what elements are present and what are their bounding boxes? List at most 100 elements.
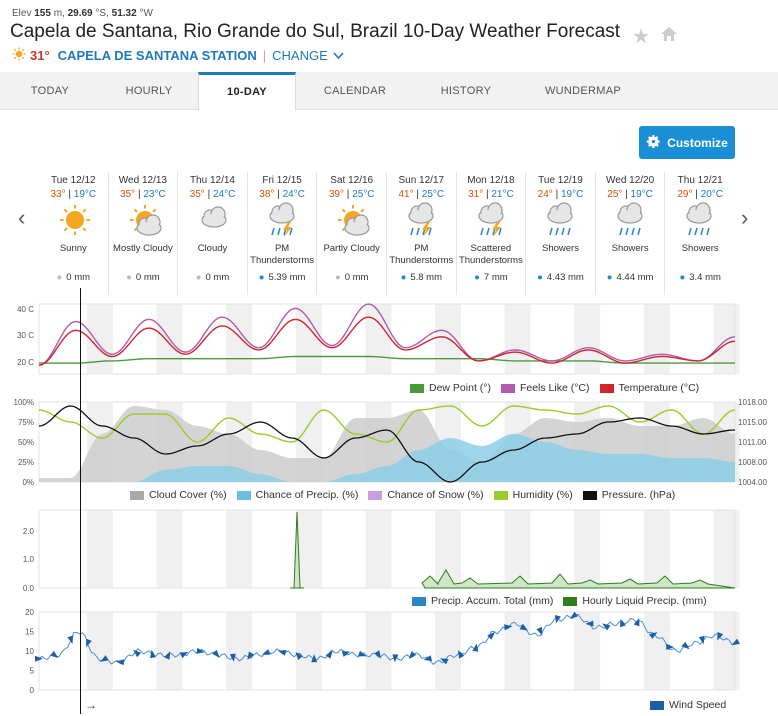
wind-direction-arrow: [67, 635, 74, 645]
hi-lo-separator: |: [555, 189, 559, 200]
day-card[interactable]: Wed 12/20 25° | 19°C Showers ● 4.44 mm: [596, 172, 666, 295]
axis-tick-label: 20 C: [17, 358, 34, 367]
wind-direction-arrow: [50, 650, 59, 659]
wind-direction-arrow: [519, 623, 529, 631]
day-name: Thu 12/14: [189, 175, 235, 186]
next-arrow-icon[interactable]: ›: [741, 205, 749, 230]
day-low: 19°C: [73, 189, 97, 200]
day-condition: Showers: [681, 243, 719, 254]
raindrop-icon: ●: [537, 272, 543, 283]
night-band: [574, 304, 601, 374]
day-low: 20°C: [700, 189, 723, 200]
precip-legend: Precip. Accum. Total (mm) Hourly Liquid …: [402, 595, 707, 607]
day-card[interactable]: Tue 12/12 33° | 19°C Sunny ● 0 mm: [39, 172, 109, 295]
hi-lo-separator: |: [625, 189, 628, 200]
weather-rain-icon: [617, 202, 643, 236]
weather-storm-icon: [408, 202, 434, 237]
chevron-down-icon[interactable]: [333, 48, 344, 63]
tab-today[interactable]: Today: [30, 85, 70, 97]
legend-swatch: [236, 490, 251, 500]
weather-partly-icon: [129, 205, 162, 236]
day-name: Sat 12/16: [330, 175, 374, 186]
day-card[interactable]: Thu 12/21 29° | 20°C Showers ● 3.4 mm: [665, 172, 735, 295]
tab-calendar[interactable]: Calendar: [323, 85, 387, 97]
temperature-chart: 40 C 30 C 20 C: [17, 303, 740, 375]
wind-direction-arrow: [457, 650, 465, 659]
day-card[interactable]: Mon 12/18 31° | 21°C Scattered Thunderstor…: [457, 172, 527, 295]
hi-lo-separator: |: [695, 189, 698, 200]
day-precip: ● 4.43 mm: [526, 272, 595, 283]
axis-tick-label: 75%: [18, 418, 34, 427]
day-name: Fri 12/15: [262, 175, 302, 186]
series-line: [38, 303, 736, 366]
night-band: [435, 612, 461, 690]
night-band: [295, 510, 322, 588]
day-card[interactable]: Sat 12/16 39° | 25°C Partly Cloudy ● 0 mm: [317, 172, 387, 295]
customize-label: Customize: [667, 135, 728, 150]
day-hi-lo: 35° | 24°C: [178, 189, 247, 200]
customize-button[interactable]: Customize: [639, 126, 735, 159]
legend-label: Cloud Cover (%): [149, 489, 227, 501]
tab-wundermap[interactable]: Wundermap: [544, 85, 622, 97]
day-low: 25°C: [352, 189, 375, 200]
wind-direction-arrow: [100, 655, 109, 662]
temperature-legend: Dew Point (°) Feels Like (°C) Temperatur…: [400, 382, 699, 394]
hourly-precip-spike: [290, 511, 304, 589]
day-name: Tue 12/19: [538, 175, 583, 186]
wind-direction-arrow: [585, 620, 594, 627]
hourly-precip-area: [421, 569, 736, 589]
legend-swatch: [582, 490, 597, 500]
wind-direction-arrow: [35, 655, 43, 662]
day-hi-lo: 38° | 24°C: [248, 189, 317, 200]
day-precip-value: 3.4 mm: [689, 272, 721, 283]
favorite-star-icon[interactable]: ★: [632, 26, 650, 48]
plot-frame: [38, 611, 736, 691]
night-band: [87, 612, 113, 690]
day-precip-value: 0 mm: [205, 272, 230, 283]
day-card[interactable]: Thu 12/14 35° | 24°C Cloudy ● 0 mm: [178, 172, 248, 295]
tab-hourly[interactable]: Hourly: [125, 85, 173, 97]
day-high: 35°: [189, 189, 205, 200]
tab-10-day[interactable]: 10-Day: [198, 72, 296, 111]
raindrop-icon: ●: [400, 272, 407, 283]
previous-arrow-icon[interactable]: ‹: [18, 205, 26, 230]
wind-direction-arrow: [681, 641, 690, 650]
night-band: [504, 304, 531, 374]
day-condition: Mostly Cloudy: [113, 243, 173, 254]
station-link[interactable]: Capela de Santana Station: [57, 48, 257, 63]
change-station-button[interactable]: Change: [272, 48, 328, 63]
night-band: [643, 304, 670, 374]
day-condition: PM Thunderstorms: [389, 243, 454, 266]
day-name: Sun 12/17: [398, 175, 445, 186]
weather-sun-icon: [60, 205, 90, 235]
axis-tick-label: 1011.00: [738, 438, 767, 447]
day-hi-lo: 41° | 25°C: [387, 189, 456, 200]
hi-lo-separator: |: [277, 189, 280, 200]
day-hi-lo: 24° | 19°C: [526, 189, 595, 200]
day-precip-value: 4.43 mm: [546, 272, 584, 283]
wind-direction-arrow: [620, 618, 626, 628]
legend-swatch: [412, 596, 426, 606]
hi-lo-separator: |: [346, 189, 350, 200]
day-card[interactable]: Tue 12/19 24° | 19°C Showers ● 4.43 mm: [526, 172, 596, 295]
day-card[interactable]: Sun 12/17 41° | 25°C PM Thunderstorms ● 5.8 …: [387, 172, 457, 295]
day-condition: Sunny: [59, 243, 87, 254]
day-precip: ● 0 mm: [178, 272, 247, 283]
home-icon[interactable]: [660, 26, 678, 47]
raindrop-icon: ●: [679, 272, 686, 283]
day-condition: Partly Cloudy: [323, 243, 380, 254]
day-precip: ● 0 mm: [39, 272, 108, 283]
plot-frame: [38, 303, 736, 375]
day-card[interactable]: Fri 12/15 38° | 24°C PM Thunderstorms ● 5.39…: [248, 172, 318, 295]
day-precip: ● 4.44 mm: [596, 272, 665, 283]
day-card[interactable]: Wed 12/13 35° | 23°C Mostly Cloudy ● 0 mm: [109, 172, 179, 295]
wind-direction-arrow: [179, 651, 189, 659]
day-hi-lo: 25° | 19°C: [596, 189, 665, 200]
tab-history[interactable]: History: [440, 85, 492, 97]
plot-frame: [38, 509, 736, 589]
hi-lo-separator: |: [207, 189, 211, 200]
day-high: 39°: [328, 189, 344, 200]
raindrop-icon: ●: [334, 272, 341, 283]
axis-tick-label: 1015.00: [738, 418, 767, 427]
day-high: 38°: [259, 189, 275, 200]
